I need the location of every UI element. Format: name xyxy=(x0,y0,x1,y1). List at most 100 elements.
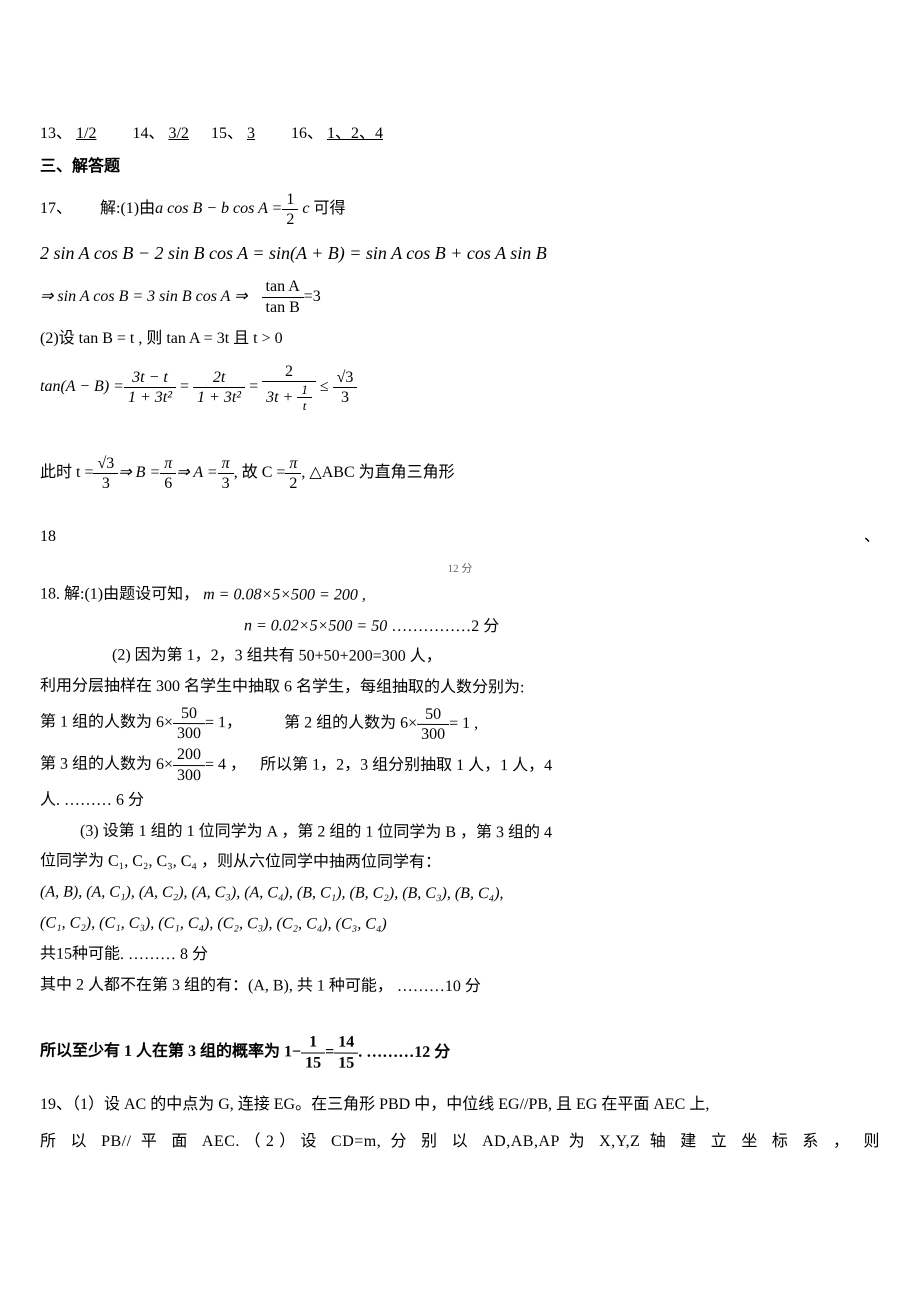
section-3-heading-text: 三、解答题 xyxy=(40,158,120,175)
frac-num: 1 xyxy=(297,382,312,399)
p18-group1-2: 第 1 组的人数为 6× 50 300 = 1， 第 2 组的人数为 6× 50… xyxy=(40,704,880,746)
frac-num: √3 xyxy=(333,368,358,388)
frac-num: 1 xyxy=(301,1033,325,1053)
p18-label: 18 xyxy=(40,523,56,552)
frac-den: 15 xyxy=(301,1053,325,1072)
c-value: π 2 xyxy=(285,454,301,493)
tan-ab-label: tan(A − B) = xyxy=(40,373,124,402)
p19-line2: 所 以 PB// 平 面 AEC.（2）设 CD=m, 分 别 以 AD,AB,… xyxy=(40,1128,880,1157)
frac-num: √3 xyxy=(93,454,118,474)
p18-enum3: 共15种可能. ……… 8 分 xyxy=(40,940,880,972)
p18-number-line: 18 、 xyxy=(40,523,880,552)
g2-eq: = 1 , xyxy=(449,710,478,739)
p18-2-line1: (2) 因为第 1，2，3 组共有 50+50+200=300 人， xyxy=(112,642,880,673)
frac-num: π xyxy=(285,454,301,474)
t-value: √3 3 xyxy=(93,454,118,493)
frac-den: 15 xyxy=(334,1053,358,1072)
frac-den: 3t + 1 t xyxy=(262,382,316,414)
g2-lead: 第 2 组的人数为 6× xyxy=(284,710,417,739)
p18-solution-block: 12 分 18. 解:(1)由题设可知， m = 0.08×5×500 = 20… xyxy=(40,559,880,1075)
q14-answer: 3/2 xyxy=(168,125,188,142)
p17-line3-eq: =3 xyxy=(304,283,321,312)
frac-den: 3 xyxy=(93,474,118,493)
p18-n-score: ……………2 分 xyxy=(391,617,499,634)
frac-num: tan A xyxy=(262,277,304,297)
p18-1-lead: 18. 解:(1)由题设可知， xyxy=(40,585,199,603)
p18-enum2: (C₁, C₂), (C₁, C₃), (C₁, C₄), (C₂, C₃), … xyxy=(40,910,880,942)
section-3-heading: 三、解答题 xyxy=(40,153,880,182)
g3-tail: 所以第 1，2，3 组分别抽取 1 人，1 人，4 xyxy=(260,751,552,781)
q15-label: 15、 xyxy=(211,125,243,142)
tan-ab-frac1: 3t − t 1 + 3t² xyxy=(124,368,176,407)
final-eq: = xyxy=(325,1038,334,1067)
frac-den: 300 xyxy=(417,725,449,744)
final-tail: . ………12 分 xyxy=(358,1038,450,1067)
frac-num: 200 xyxy=(173,745,205,765)
p18-group3-cont: 人. ……… 6 分 xyxy=(40,786,880,818)
p18-2-line2: 利用分层抽样在 300 名学生中抽取 6 名学生，每组抽取的人数分别为: xyxy=(40,673,880,705)
frac-den: 3 xyxy=(333,388,358,407)
p18-enum1: (A, B), (A, C₁), (A, C₂), (A, C₃), (A, C… xyxy=(40,879,880,911)
p18-3-line2: 位同学为 C₁, C₂, C₃, C₄ ，则从六位同学中抽两位同学有： xyxy=(40,848,880,880)
frac-den: 3 xyxy=(218,474,234,493)
p17-line3-prefix: ⇒ sin A cos B = 3 sin B cos A ⇒ xyxy=(40,283,248,312)
p17-tan-a-minus-b: tan(A − B) = 3t − t 1 + 3t² = 2t 1 + 3t²… xyxy=(40,362,880,414)
b-value: π 6 xyxy=(160,454,176,493)
p18-m-eq: m = 0.08×5×500 = 200 , xyxy=(203,586,366,604)
frac-num: 2t xyxy=(193,368,245,388)
frac-den: tan B xyxy=(262,298,304,317)
a-value: π 3 xyxy=(218,454,234,493)
g3-frac: 200 300 xyxy=(173,745,205,784)
p17-solution-label: 解:(1)由 xyxy=(100,195,155,224)
p18-not-in-3: 其中 2 人都不在第 3 组的有：(A, B), 共 1 种可能， ………10 … xyxy=(40,971,880,1003)
q13-answer: 1/2 xyxy=(76,125,96,142)
frac-den: 6 xyxy=(160,474,176,493)
q13-label: 13、 xyxy=(40,125,72,142)
p19-line1: 19、（1）设 AC 的中点为 G, 连接 EG。在三角形 PBD 中，中位线 … xyxy=(40,1091,880,1120)
q16-label: 16、 xyxy=(291,125,323,142)
p17-line-2: 2 sin A cos B − 2 sin B cos A = sin(A + … xyxy=(40,237,880,269)
p17-label: 17、 xyxy=(40,195,72,224)
p18-final: 所以至少有 1 人在第 3 组的概率为 1− 1 15 = 14 15 . ……… xyxy=(40,1032,880,1074)
p17-part2-lead: (2)设 tan B = t , 则 tan A = 3t 且 t > 0 xyxy=(40,330,283,347)
arrow-a: ⇒ A = xyxy=(176,459,217,488)
final-frac-b: 14 15 xyxy=(334,1033,358,1072)
frac-num: 2 xyxy=(262,362,316,382)
q16-answer: 1、2、4 xyxy=(327,125,383,142)
tan-ab-frac3: 2 3t + 1 t xyxy=(262,362,316,414)
frac-den: 2 xyxy=(285,474,301,493)
frac-num: 14 xyxy=(334,1033,358,1053)
q15-answer: 3 xyxy=(247,125,255,142)
g1-eq: = 1， xyxy=(205,709,242,738)
tan-ab-frac2: 2t 1 + 3t² xyxy=(193,368,245,407)
fill-in-answers: 13、 1/2 14、 3/2 15、 3 16、 1、2、4 xyxy=(40,120,880,149)
conclude-tail: , △ABC 为直角三角形 xyxy=(301,459,454,488)
page-hint-remnant: 12 分 xyxy=(40,559,880,582)
p18-3-lead: (3) 设第 1 组的 1 位同学为 A ，第 2 组的 1 位同学为 B ，第… xyxy=(80,817,880,849)
frac-den: 2 xyxy=(282,210,298,229)
leq-sign: ≤ xyxy=(320,373,329,402)
frac-num: 50 xyxy=(417,705,449,725)
p18-n-eq: n = 0.02×5×500 = 50 xyxy=(244,617,387,634)
frac-num: π xyxy=(160,454,176,474)
p17-conclusion: 此时 t = √3 3 ⇒ B = π 6 ⇒ A = π 3 , 故 C = … xyxy=(40,454,880,493)
p17-part2-setup: (2)设 tan B = t , 则 tan A = 3t 且 t > 0 xyxy=(40,325,880,354)
frac-num: 1 xyxy=(282,190,298,210)
frac-den: 300 xyxy=(173,766,205,785)
arrow-b: ⇒ B = xyxy=(118,459,160,488)
frac-num: 50 xyxy=(173,704,205,724)
tan-ab-bound: √3 3 xyxy=(333,368,358,407)
den-lead: 3t + xyxy=(266,388,293,405)
frac-den: 300 xyxy=(173,724,205,743)
p18-group3: 第 3 组的人数为 6× 200 300 = 4 ， 所以第 1，2，3 组分别… xyxy=(40,745,880,787)
frac-den: t xyxy=(297,398,312,414)
final-frac-a: 1 15 xyxy=(301,1033,325,1072)
nested-frac: 1 t xyxy=(297,382,312,414)
p17-half-c: 1 2 xyxy=(282,190,298,229)
p17-line-1: 17、 解:(1)由 a cos B − b cos A = 1 2 c 可得 xyxy=(40,190,880,229)
final-lead: 所以至少有 1 人在第 3 组的概率为 1− xyxy=(40,1037,301,1067)
p17-line-3: ⇒ sin A cos B = 3 sin B cos A ⇒ tan A ta… xyxy=(40,277,880,316)
p17-tan-ratio: tan A tan B xyxy=(262,277,304,316)
g3-lead: 第 3 组的人数为 6× xyxy=(40,750,173,779)
p17-given-lhs: a cos B − b cos A = xyxy=(155,195,282,224)
